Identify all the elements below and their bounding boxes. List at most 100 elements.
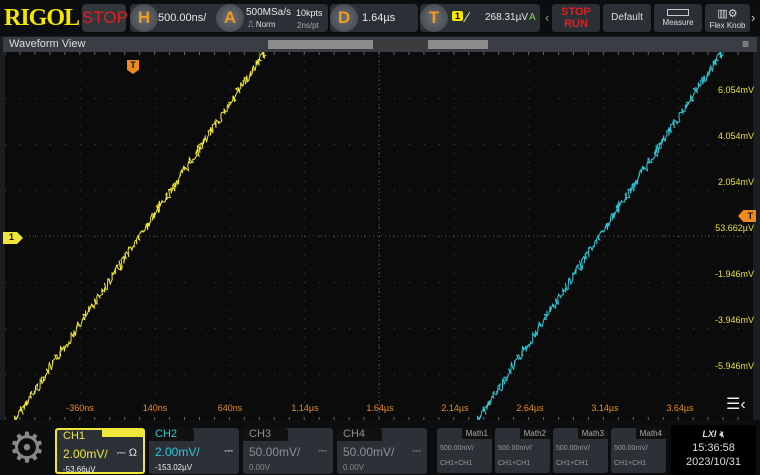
trigger-position-marker[interactable]: T (127, 60, 139, 74)
grid-dot (663, 98, 665, 99)
measure-button[interactable]: Measure (654, 4, 702, 32)
math-1[interactable]: Math1 500.00mV/CH1+CH1 (437, 428, 492, 473)
grid-dot (229, 98, 231, 99)
math-2[interactable]: Math2 500.00mV/CH1+CH1 (495, 428, 550, 473)
grid-dot (603, 318, 605, 320)
grid-dot (558, 282, 560, 283)
trigger-icon: T (420, 4, 448, 32)
flex-knob-button[interactable]: ▥⚙ Flex Knob (705, 4, 750, 32)
grid-dot (229, 282, 231, 283)
grid-dot (214, 374, 216, 375)
grid-dot (49, 190, 51, 191)
grid-dot (453, 162, 455, 164)
delay-value: 1.64µs (362, 12, 396, 24)
grid-dot (244, 328, 246, 329)
grid-dot (603, 199, 605, 201)
grid-dot (393, 374, 395, 375)
grid-dot (304, 328, 306, 329)
grid-dot (498, 190, 500, 191)
grid-dot (124, 328, 126, 329)
grid-dot (229, 272, 231, 274)
grid-dot (513, 328, 515, 329)
chevron-left-icon[interactable]: ‹ (545, 10, 550, 25)
grid-dot (109, 144, 111, 145)
grid-dot (154, 190, 156, 191)
overview-window[interactable] (373, 40, 428, 49)
grid-dot (453, 226, 455, 228)
grid-dot (603, 61, 605, 63)
grid-dot (49, 282, 51, 283)
grid-dot (393, 190, 395, 191)
grid-dot (453, 144, 455, 145)
grid-dot (678, 70, 680, 72)
grid-dot (19, 98, 21, 99)
grid-dot (64, 374, 66, 375)
stop-run-button[interactable]: STOP RUN (552, 4, 600, 32)
home-gear-button[interactable]: ⚙ (8, 424, 46, 471)
grid-dot (139, 328, 141, 329)
grid-dot (229, 364, 231, 366)
acquire-mode: Norm (255, 20, 276, 29)
menu-icon[interactable]: ≡ (741, 37, 749, 51)
grid-dot (304, 171, 306, 173)
grid-dot (154, 355, 156, 357)
grid-dot (663, 144, 665, 145)
chevron-right-icon[interactable]: › (751, 10, 756, 25)
voltage-axis-label: 4.054mV (717, 131, 754, 141)
grid-dot (528, 364, 530, 366)
ch1-offset-marker[interactable]: 1 (3, 232, 23, 244)
grid-dot (528, 309, 530, 311)
grid-dot (603, 70, 605, 72)
grid-dot (154, 125, 156, 127)
grid-dot (184, 190, 186, 191)
grid-dot (364, 98, 366, 99)
grid-dot (379, 226, 380, 228)
channel-ch1[interactable]: CH1 2.00mV/ ⎓ Ω -53.66µV (55, 428, 145, 474)
grid-dot (289, 328, 291, 329)
grid-dot (94, 282, 96, 283)
grid-dot (528, 199, 530, 201)
grid-dot (513, 190, 515, 191)
run-state-indicator[interactable]: STOP (82, 4, 128, 32)
math-4[interactable]: Math4 500.00mV/CH1+CH1 (611, 428, 666, 473)
channel-ch2[interactable]: CH2 2.00mV/ ⎓ -153.02µV (149, 428, 239, 474)
grid-dot (693, 190, 695, 191)
time-axis-label: 2.64µs (516, 403, 544, 413)
grid-dot (453, 245, 455, 247)
grid-dot (663, 328, 665, 329)
grid-dot (259, 282, 261, 283)
grid-dot (139, 190, 141, 191)
measure-label: Measure (662, 18, 694, 27)
voltage-axis-label: -3.946mV (714, 315, 754, 325)
grid-dot (573, 98, 575, 99)
grid-dot (229, 217, 231, 219)
grid-dot (79, 98, 81, 99)
grid-dot (453, 291, 455, 293)
grid-dot (79, 171, 81, 173)
grid-dot (723, 374, 725, 375)
flex-knob-icon: ▥⚙ (717, 8, 738, 20)
waveform-plot[interactable] (4, 49, 753, 422)
channel-ch3[interactable]: CH3 50.00mV/ ⎓ 0.00V (243, 428, 333, 474)
grid-dot (154, 171, 156, 173)
grid-dot (139, 282, 141, 283)
grid-dot (723, 282, 725, 283)
grid-dot (678, 217, 680, 219)
trigger-level-marker[interactable]: T (738, 210, 756, 222)
grid-dot (723, 144, 725, 145)
grid-dot (109, 328, 111, 329)
grid-dot (603, 383, 605, 385)
grid-dot (453, 410, 455, 412)
channel-label: CH3 (243, 428, 288, 441)
channel-ch4[interactable]: CH4 50.00mV/ ⎓ 0.00V (337, 428, 427, 474)
collapse-menu-icon[interactable]: ☰‹ (726, 396, 746, 413)
grid-dot (304, 116, 306, 118)
grid-dot (229, 144, 231, 145)
grid-dot (678, 282, 680, 283)
ch2-trace (476, 49, 724, 422)
grid-dot (229, 355, 231, 357)
grid-dot (304, 79, 306, 81)
math-3[interactable]: Math3 500.00mV/CH1+CH1 (553, 428, 608, 473)
default-button[interactable]: Default (603, 4, 651, 32)
mute-icon[interactable]: 🔇︎ (718, 429, 725, 439)
